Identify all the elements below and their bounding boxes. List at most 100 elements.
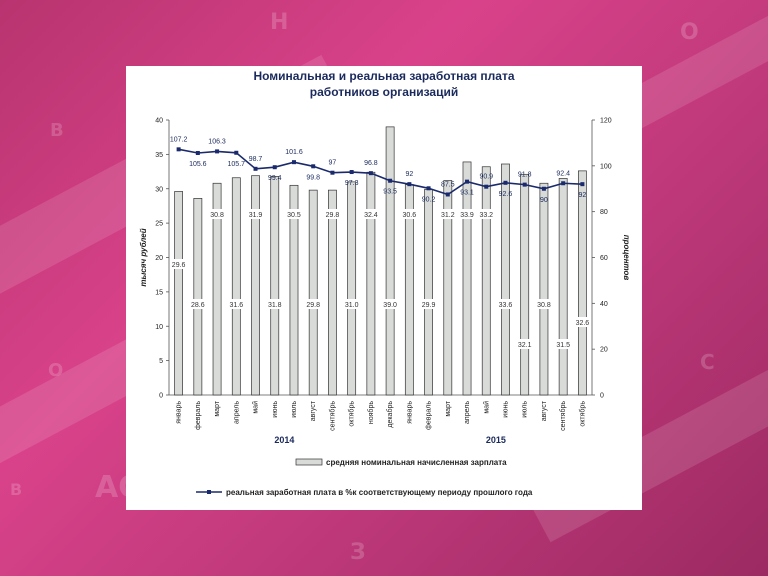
bar [558, 178, 568, 396]
line-value-label: 90.2 [422, 196, 436, 203]
chart-title-line: работников организаций [310, 85, 458, 99]
line-point [291, 160, 296, 165]
bar [347, 181, 357, 396]
line-point [234, 150, 239, 155]
bar-value-label: 39.0 [383, 302, 397, 309]
bar-value-label: 30.8 [210, 212, 224, 219]
line-point [311, 164, 316, 169]
bar-value-bg [324, 209, 341, 219]
year-label: 2014 [274, 435, 294, 445]
bar-value-bg [170, 259, 187, 269]
bar [212, 182, 222, 396]
month-label: январь [406, 401, 413, 424]
bar-value-bg [516, 339, 533, 349]
bar-value-label: 29.6 [172, 262, 186, 269]
bar [443, 180, 453, 396]
line-point [407, 182, 412, 187]
bar [481, 166, 491, 396]
legend-bar-label: средняя номинальная начисленная зарплата [326, 458, 507, 467]
bar-value-bg [574, 317, 591, 327]
bar-value-bg [343, 299, 360, 309]
bar-value-label: 32.1 [518, 342, 532, 349]
bar-value-bg [189, 299, 206, 309]
bar-value-bg [266, 299, 283, 309]
line-point [503, 180, 508, 185]
line-point [426, 186, 431, 191]
bar [328, 189, 337, 396]
legend-line-label: реальная заработная плата в %к соответст… [226, 488, 533, 497]
bar-value-label: 32.6 [576, 320, 590, 327]
line-value-label: 96.8 [364, 160, 378, 167]
bar-value-bg [382, 299, 399, 309]
bar [539, 182, 549, 396]
bar-value-label: 33.9 [460, 212, 474, 219]
bar-value-bg [535, 299, 552, 309]
line-point [368, 171, 373, 176]
month-label: сентябрь [328, 401, 336, 431]
bar-value-bg [247, 209, 264, 219]
left-tick-label: 25 [155, 221, 163, 228]
bar-value-label: 31.0 [345, 302, 359, 309]
month-label: январь [176, 401, 183, 424]
line-point [484, 184, 489, 189]
line-value-label: 92 [578, 192, 586, 199]
background-glyph: В [50, 120, 64, 141]
month-label: март [214, 400, 221, 416]
line-point [541, 186, 546, 191]
line-value-label: 99.8 [306, 174, 320, 181]
background-glyph: О [680, 20, 699, 45]
line-value-label: 93.5 [383, 189, 397, 196]
line-value-label: 90.9 [479, 174, 493, 181]
background-glyph: О [48, 360, 64, 381]
line-point [215, 149, 220, 154]
right-tick-label: 80 [600, 209, 608, 216]
bar [174, 191, 184, 396]
month-label: август [310, 400, 317, 421]
right-tick-label: 40 [600, 301, 608, 308]
background-glyph: Н [270, 10, 289, 35]
bar-value-label: 29.9 [422, 302, 436, 309]
line-value-label: 107.2 [170, 136, 188, 143]
right-tick-label: 120 [600, 118, 612, 125]
line-value-label: 105.6 [189, 161, 207, 168]
month-label: апрель [464, 401, 471, 424]
line-value-label: 101.6 [285, 149, 303, 156]
bar [270, 176, 280, 396]
line-value-label: 92 [405, 171, 413, 178]
left-tick-label: 5 [159, 358, 163, 365]
bar [366, 171, 376, 396]
left-tick-label: 20 [155, 255, 163, 262]
line-value-label: 99.4 [268, 175, 282, 182]
bar [289, 184, 299, 396]
bar-value-bg [459, 209, 476, 219]
legend-line-marker [207, 490, 211, 494]
line-point [272, 165, 277, 170]
bar [385, 126, 395, 396]
bar-value-bg [555, 339, 572, 349]
left-tick-label: 10 [155, 324, 163, 331]
left-tick-label: 0 [159, 393, 163, 400]
month-label: июль [522, 401, 529, 418]
bar-value-label: 32.4 [364, 212, 378, 219]
bar-value-bg [497, 299, 514, 309]
right-tick-label: 100 [600, 163, 612, 170]
bar-value-label: 28.6 [191, 302, 205, 309]
bar [462, 161, 472, 396]
bar [193, 198, 203, 396]
bar [308, 189, 318, 396]
bar [424, 189, 433, 396]
month-label: май [252, 401, 260, 414]
line-value-label: 90 [540, 197, 548, 204]
bar-value-bg [305, 299, 322, 309]
chart-card: Номинальная и реальная заработная плата р… [126, 66, 642, 510]
month-label: июнь [272, 401, 279, 418]
left-tick-label: 15 [155, 289, 163, 296]
right-tick-label: 60 [600, 255, 608, 262]
left-tick-label: 30 [155, 186, 163, 193]
bar-value-label: 31.9 [249, 212, 263, 219]
line-point [561, 181, 566, 186]
bar-value-bg [478, 209, 495, 219]
bar-value-bg [420, 299, 437, 309]
right-tick-label: 20 [600, 347, 608, 354]
month-label: июль [291, 401, 298, 418]
